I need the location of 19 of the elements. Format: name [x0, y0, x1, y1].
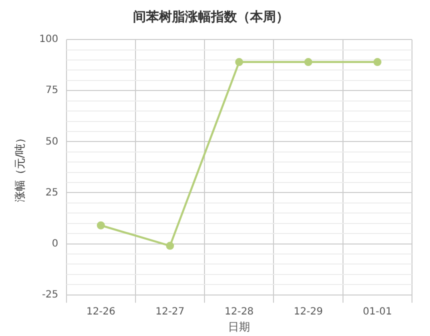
- y-tick-label: 100: [39, 34, 58, 46]
- y-tick-label: 0: [52, 238, 58, 250]
- x-tick-label: 12-26: [86, 306, 116, 318]
- x-tick-label: 12-27: [155, 306, 185, 318]
- x-tick-label: 12-29: [294, 306, 323, 318]
- x-axis-title: 日期: [228, 320, 250, 334]
- point: [235, 58, 244, 66]
- point: [96, 221, 105, 230]
- y-axis-title: 涨幅（元/吨）: [13, 132, 26, 202]
- x-tick-label: 12-28: [224, 306, 254, 318]
- y-tick-label: 50: [46, 136, 58, 148]
- point: [166, 242, 174, 250]
- point: [373, 58, 382, 66]
- point: [304, 58, 312, 66]
- y-tick-label: 75: [46, 85, 58, 96]
- chart-title: 间苯树脂涨幅指数（本周）: [133, 10, 289, 26]
- y-tick-label: 25: [46, 187, 58, 198]
- y-tick-label: -25: [42, 289, 58, 300]
- x-tick-label: 01-01: [362, 306, 392, 318]
